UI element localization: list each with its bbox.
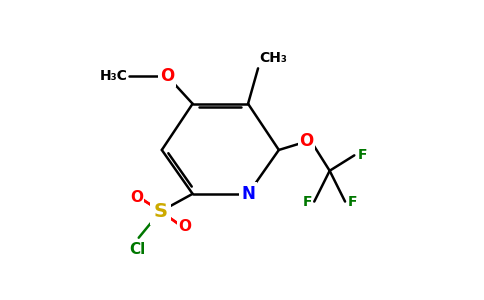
Text: F: F <box>302 195 312 208</box>
Text: Cl: Cl <box>129 242 145 256</box>
Text: O: O <box>130 190 143 205</box>
Text: F: F <box>357 148 367 162</box>
Text: O: O <box>300 133 314 151</box>
Text: O: O <box>160 67 174 85</box>
Text: N: N <box>241 185 255 203</box>
Text: S: S <box>153 202 167 221</box>
Text: H₃C: H₃C <box>100 69 128 83</box>
Text: O: O <box>179 220 191 235</box>
Text: F: F <box>348 195 357 208</box>
Text: CH₃: CH₃ <box>259 51 287 65</box>
